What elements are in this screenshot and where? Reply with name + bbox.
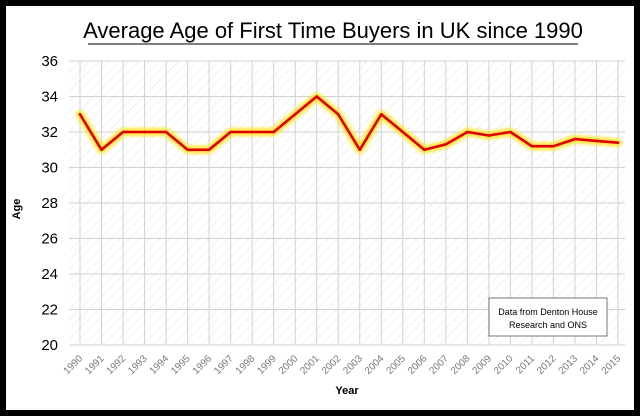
x-tick-label: 2006: [406, 353, 430, 377]
note-line-2: Research and ONS: [509, 320, 587, 330]
x-axis-label: Year: [335, 385, 359, 397]
x-tick-label: 1993: [126, 353, 150, 377]
series-line-group: [76, 92, 622, 154]
data-point: [509, 130, 512, 134]
x-tick-label: 2013: [557, 353, 581, 377]
data-point: [293, 112, 297, 116]
series-line: [78, 95, 620, 152]
note-line-1: Data from Denton House: [498, 307, 598, 317]
data-point: [379, 112, 383, 116]
data-point: [530, 144, 534, 148]
x-tick-label: 1996: [191, 353, 215, 377]
data-point: [401, 130, 405, 134]
x-tick-label: 1998: [234, 353, 258, 377]
y-axis-label: Age: [11, 199, 23, 220]
x-tick-label: 2012: [535, 353, 559, 377]
chart-title: Average Age of First Time Buyers in UK s…: [83, 18, 583, 43]
x-tick-label: 1995: [169, 353, 193, 377]
data-point: [186, 148, 189, 152]
note-box: [488, 297, 608, 337]
data-point: [250, 130, 254, 134]
chart: Average Age of First Time Buyers in UK s…: [11, 18, 625, 397]
x-tick-label: 2008: [449, 353, 473, 377]
data-point: [229, 130, 232, 134]
data-point: [423, 148, 426, 152]
x-tick-label: 1992: [105, 353, 129, 377]
x-tick-label: 1999: [255, 353, 279, 377]
data-point: [595, 139, 598, 143]
chart-frame: Average Age of First Time Buyers in UK s…: [6, 6, 634, 410]
data-point: [573, 137, 577, 141]
data-point: [444, 143, 448, 146]
data-point: [466, 130, 469, 134]
data-point: [336, 112, 340, 116]
data-point: [207, 148, 211, 152]
y-tick-label: 32: [41, 124, 58, 141]
y-tick-label: 30: [41, 160, 58, 177]
data-point: [121, 130, 125, 134]
x-tick-label: 2002: [320, 353, 344, 377]
y-tick-label: 34: [41, 89, 58, 106]
data-point: [552, 144, 555, 148]
x-axis-ticks: 1990199119921993199419951996199719981999…: [62, 353, 624, 377]
data-point: [315, 95, 319, 98]
y-tick-label: 26: [41, 231, 58, 248]
x-tick-label: 2004: [363, 353, 387, 377]
x-tick-label: 1990: [62, 353, 86, 377]
y-axis-ticks: 20 22 24 26 28 30 32 34 36: [41, 53, 58, 354]
x-tick-label: 2003: [341, 353, 365, 377]
data-point: [100, 148, 103, 152]
data-point: [78, 112, 82, 116]
data-point: [272, 130, 275, 134]
x-tick-label: 1997: [212, 353, 236, 377]
data-point: [358, 148, 362, 152]
y-tick-label: 36: [41, 53, 58, 70]
data-point: [616, 141, 620, 144]
y-tick-label: 22: [41, 302, 58, 319]
x-tick-label: 1991: [83, 353, 107, 377]
y-tick-label: 20: [41, 337, 58, 354]
x-tick-label: 2005: [384, 353, 408, 377]
x-tick-label: 2007: [427, 353, 451, 377]
data-point: [487, 134, 491, 137]
x-tick-label: 2009: [470, 353, 494, 377]
x-tick-label: 2011: [514, 353, 537, 376]
data-source-note: Data from Denton House Research and ONS: [488, 297, 608, 337]
x-tick-label: 2014: [578, 353, 602, 377]
x-tick-label: 2015: [600, 353, 624, 377]
x-tick-label: 2001: [298, 353, 322, 377]
x-tick-label: 2000: [277, 353, 301, 377]
y-tick-label: 28: [41, 195, 58, 212]
data-point: [143, 130, 146, 134]
x-tick-label: 1994: [148, 353, 172, 377]
y-tick-label: 24: [41, 266, 58, 283]
data-point: [164, 130, 168, 134]
x-tick-label: 2010: [492, 353, 516, 377]
